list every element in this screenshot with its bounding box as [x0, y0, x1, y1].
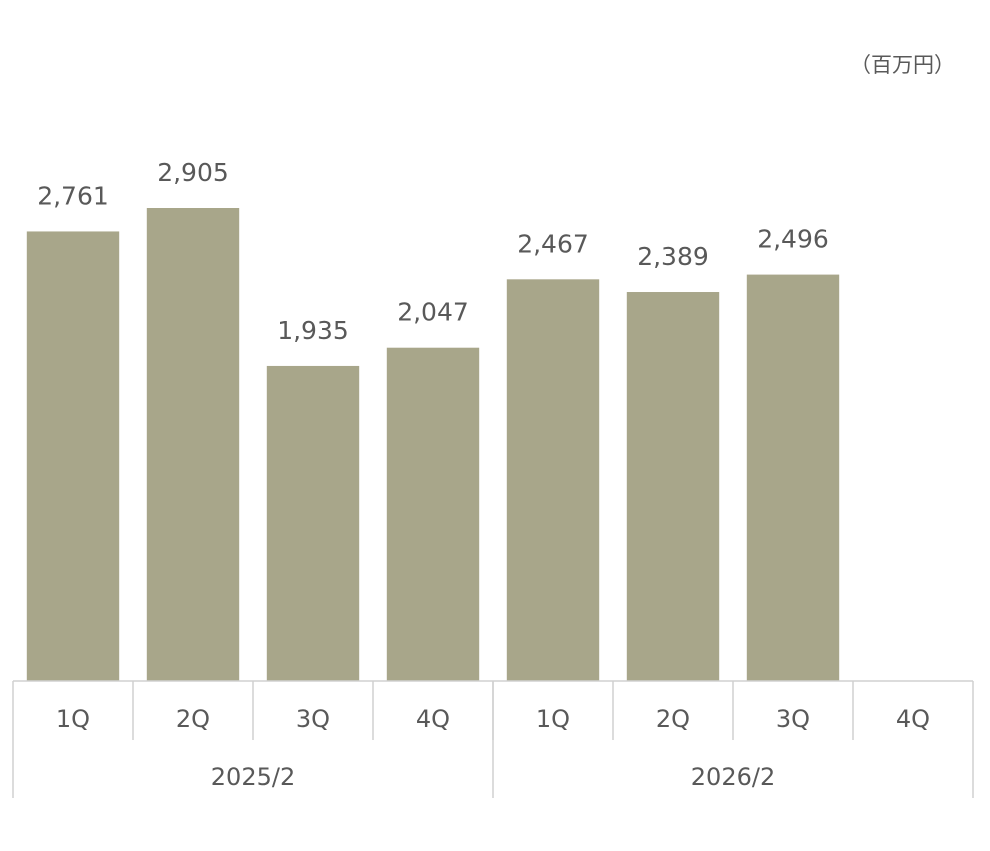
- value-label: 1,935: [277, 316, 349, 345]
- bar: [386, 347, 480, 681]
- unit-label: （百万円）: [850, 53, 955, 77]
- x-tick-label: 2Q: [656, 705, 690, 733]
- value-label: 2,761: [37, 181, 109, 210]
- x-tick-label: 4Q: [896, 705, 930, 733]
- bar: [626, 292, 720, 681]
- value-label: 2,047: [397, 298, 469, 327]
- bar: [506, 279, 600, 681]
- x-tick-label: 2Q: [176, 705, 210, 733]
- bar: [746, 274, 840, 681]
- value-label: 2,496: [757, 225, 829, 254]
- bar: [26, 231, 120, 681]
- value-label: 2,389: [637, 242, 709, 271]
- bar: [266, 365, 360, 681]
- x-tick-label: 4Q: [416, 705, 450, 733]
- value-label: 2,467: [517, 229, 589, 258]
- group-label: 2026/2: [691, 763, 775, 791]
- group-label: 2025/2: [211, 763, 295, 791]
- bar: [146, 208, 240, 681]
- x-tick-label: 1Q: [56, 705, 90, 733]
- x-tick-label: 3Q: [296, 705, 330, 733]
- x-tick-label: 1Q: [536, 705, 570, 733]
- value-label: 2,905: [157, 158, 229, 187]
- x-tick-label: 3Q: [776, 705, 810, 733]
